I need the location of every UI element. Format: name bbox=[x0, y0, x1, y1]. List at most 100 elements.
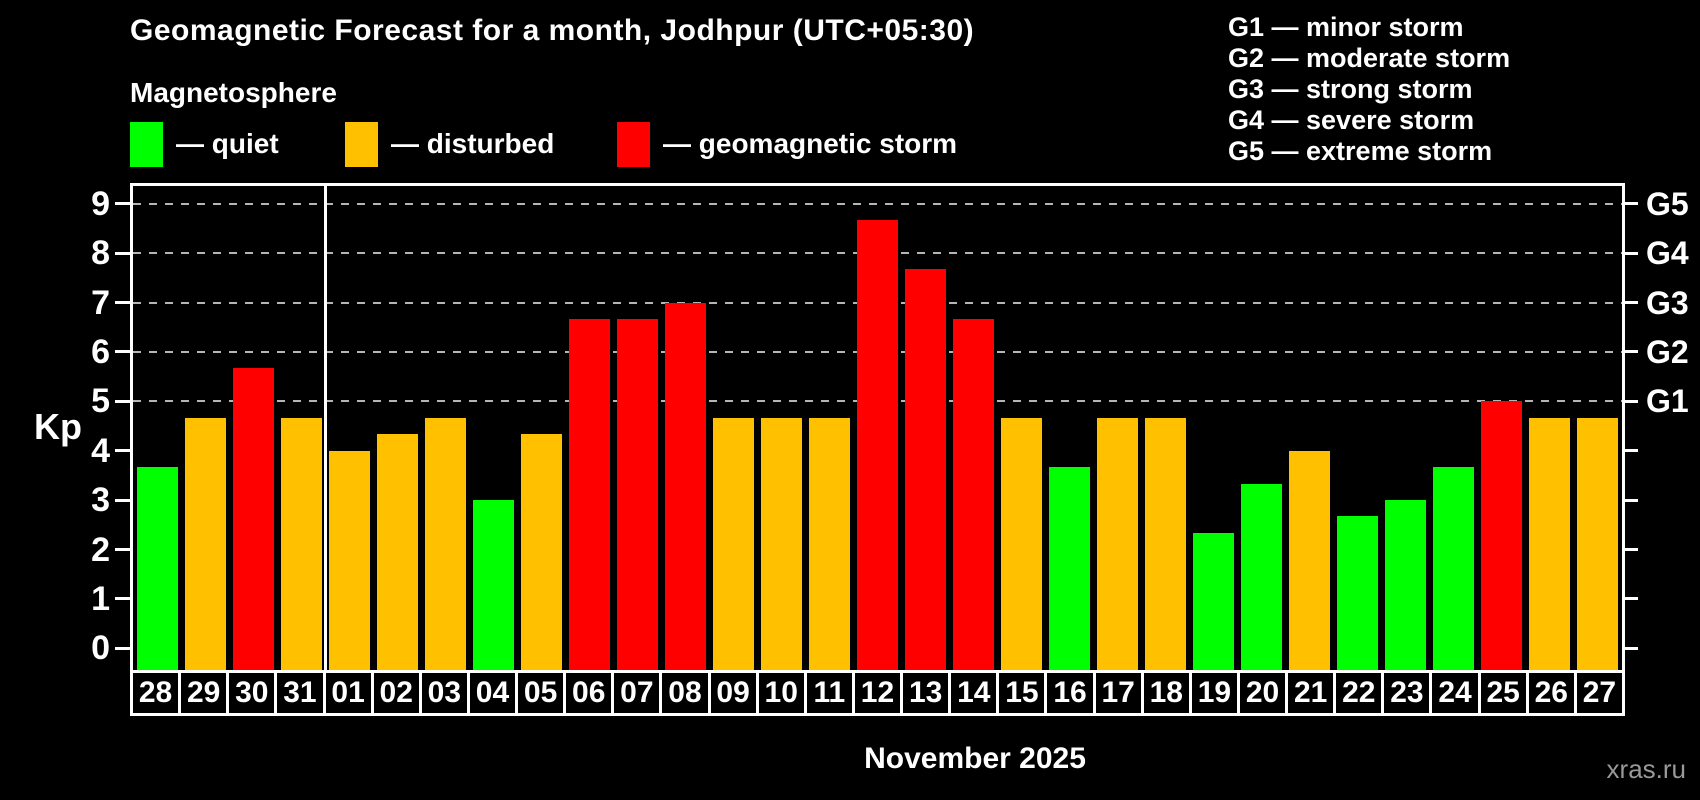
disturbed-label: — disturbed bbox=[391, 128, 555, 159]
bar-day-04 bbox=[472, 500, 514, 670]
y-tick-left-3 bbox=[115, 498, 131, 502]
bar-day-26 bbox=[1529, 417, 1571, 670]
bar-day-11 bbox=[808, 417, 850, 670]
day-label-31: 31 bbox=[274, 670, 326, 716]
y-tick-left-7 bbox=[115, 301, 131, 304]
bar-day-16 bbox=[1049, 467, 1091, 670]
y-tick-left-6 bbox=[115, 350, 131, 354]
bar-day-19 bbox=[1193, 533, 1235, 670]
day-label-19: 19 bbox=[1188, 670, 1240, 716]
day-label-12: 12 bbox=[851, 670, 904, 716]
chart-title: Geomagnetic Forecast for a month, Jodhpu… bbox=[130, 14, 975, 47]
y-tick-left-8 bbox=[115, 251, 131, 255]
bar-day-15 bbox=[1001, 417, 1043, 670]
y-tick-left-2 bbox=[115, 548, 131, 551]
watermark: xras.ru bbox=[1606, 754, 1686, 784]
y-tick-left-5 bbox=[115, 399, 131, 403]
day-label-30: 30 bbox=[226, 670, 278, 716]
plot-area bbox=[130, 183, 1625, 670]
g-axis-label-g2: G2 bbox=[1646, 333, 1689, 370]
gridline-kp-9 bbox=[133, 202, 1622, 205]
y-tick-label-6: 6 bbox=[91, 332, 110, 371]
y-tick-left-1 bbox=[115, 597, 131, 601]
bar-day-06 bbox=[568, 318, 610, 670]
day-label-07: 07 bbox=[611, 670, 663, 716]
quiet-color-swatch bbox=[130, 121, 163, 167]
y-axis-label: Kp bbox=[34, 406, 82, 447]
disturbed-color-swatch bbox=[345, 121, 378, 167]
x-axis-title: November 2025 bbox=[864, 742, 1086, 775]
bar-day-14 bbox=[953, 318, 995, 670]
g2-legend-line: G2 — moderate storm bbox=[1228, 43, 1511, 73]
y-tick-label-0: 0 bbox=[91, 629, 110, 668]
legend-item-disturbed: — disturbed bbox=[345, 120, 554, 168]
day-label-16: 16 bbox=[1044, 670, 1096, 716]
day-label-29: 29 bbox=[178, 670, 230, 716]
y-tick-label-9: 9 bbox=[91, 184, 110, 223]
y-tick-label-7: 7 bbox=[91, 283, 110, 322]
bar-day-24 bbox=[1433, 467, 1475, 670]
g3-legend-line: G3 — strong storm bbox=[1228, 74, 1473, 104]
bar-day-07 bbox=[616, 318, 658, 670]
bar-day-08 bbox=[664, 302, 706, 670]
day-label-22: 22 bbox=[1333, 670, 1385, 716]
day-label-09: 09 bbox=[707, 670, 759, 716]
bar-day-12 bbox=[856, 220, 898, 670]
y-tick-left-9 bbox=[115, 202, 131, 206]
day-label-14: 14 bbox=[948, 670, 1000, 716]
day-label-18: 18 bbox=[1140, 670, 1192, 716]
day-label-28: 28 bbox=[130, 670, 182, 716]
legend-title: Magnetosphere bbox=[130, 77, 337, 108]
bar-day-17 bbox=[1097, 417, 1139, 670]
bar-day-03 bbox=[424, 417, 466, 670]
bar-day-22 bbox=[1337, 516, 1379, 670]
g5-legend-line: G5 — extreme storm bbox=[1228, 136, 1493, 166]
day-label-21: 21 bbox=[1285, 670, 1337, 716]
y-tick-label-8: 8 bbox=[91, 234, 110, 273]
g4-legend-line: G4 — severe storm bbox=[1228, 105, 1475, 135]
bar-day-20 bbox=[1241, 483, 1283, 670]
day-label-23: 23 bbox=[1381, 670, 1433, 716]
bar-day-25 bbox=[1481, 401, 1523, 670]
day-label-03: 03 bbox=[418, 670, 470, 716]
y-tick-left-0 bbox=[115, 646, 131, 650]
g-scale-legend: G1 — minor storm G2 — moderate storm G3 … bbox=[1228, 12, 1510, 167]
legend-item-storm: — geomagnetic storm bbox=[617, 120, 957, 168]
bar-day-23 bbox=[1385, 500, 1427, 670]
bar-day-13 bbox=[905, 269, 947, 670]
day-label-24: 24 bbox=[1429, 670, 1481, 716]
bar-day-30 bbox=[232, 368, 274, 670]
bar-day-18 bbox=[1145, 417, 1187, 670]
day-label-26: 26 bbox=[1525, 670, 1577, 716]
bar-day-31 bbox=[280, 417, 322, 670]
day-label-04: 04 bbox=[466, 670, 519, 716]
day-label-02: 02 bbox=[370, 670, 422, 716]
day-label-11: 11 bbox=[803, 670, 855, 716]
bar-day-28 bbox=[136, 467, 178, 670]
bar-day-09 bbox=[712, 417, 754, 670]
legend-item-quiet: — quiet bbox=[130, 120, 279, 168]
storm-label: — geomagnetic storm bbox=[663, 128, 958, 159]
g-axis-label-g4: G4 bbox=[1646, 235, 1689, 272]
bar-day-01 bbox=[328, 450, 370, 670]
day-label-08: 08 bbox=[659, 670, 711, 716]
g-axis-label-g3: G3 bbox=[1646, 284, 1689, 321]
bar-day-27 bbox=[1577, 417, 1619, 670]
day-label-13: 13 bbox=[900, 670, 952, 716]
day-label-10: 10 bbox=[755, 670, 807, 716]
bar-day-10 bbox=[760, 417, 802, 670]
bar-day-05 bbox=[520, 434, 562, 670]
quiet-label: — quiet bbox=[176, 128, 279, 159]
day-label-25: 25 bbox=[1477, 670, 1529, 716]
storm-color-swatch bbox=[617, 121, 650, 167]
day-label-20: 20 bbox=[1236, 670, 1289, 716]
y-tick-label-1: 1 bbox=[91, 579, 110, 618]
g-axis-label-g1: G1 bbox=[1646, 383, 1689, 420]
y-tick-left-4 bbox=[115, 449, 131, 453]
day-label-17: 17 bbox=[1092, 670, 1144, 716]
day-label-01: 01 bbox=[322, 670, 374, 716]
y-tick-label-3: 3 bbox=[91, 481, 110, 520]
day-label-27: 27 bbox=[1573, 670, 1625, 716]
g1-legend-line: G1 — minor storm bbox=[1228, 12, 1464, 42]
bar-day-21 bbox=[1289, 450, 1331, 670]
